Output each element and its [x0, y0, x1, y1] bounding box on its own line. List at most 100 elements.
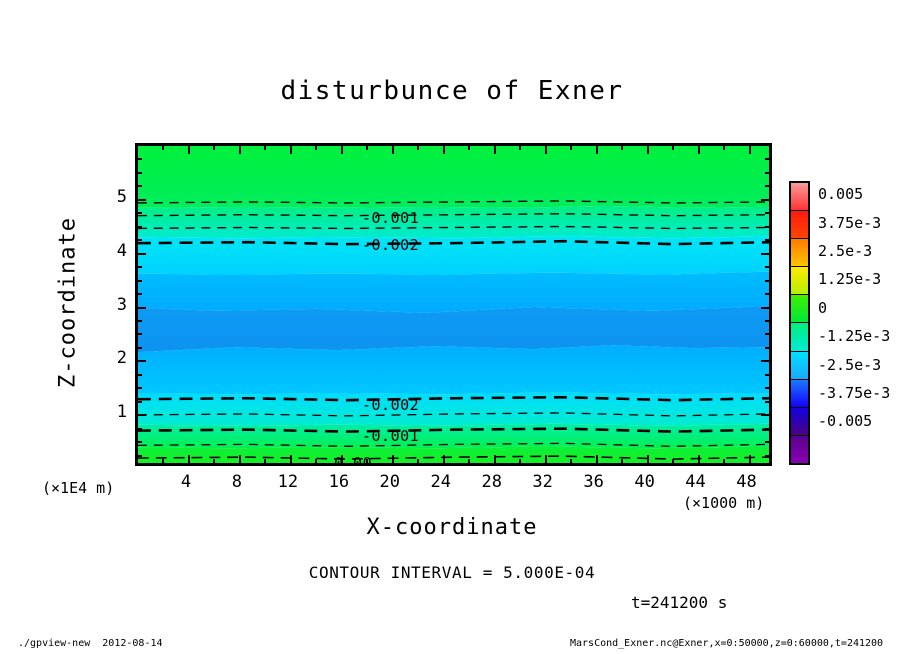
y-tick-label: 4: [116, 240, 127, 261]
colorbar-segment: [791, 351, 808, 380]
x-tick: [366, 459, 369, 463]
x-tick: [544, 455, 547, 463]
y-tick: [138, 293, 142, 296]
x-tick-top: [213, 146, 216, 150]
x-tick: [723, 459, 726, 463]
x-tick-label: 20: [379, 472, 401, 492]
colorbar-tick-label: -3.75e-3: [818, 384, 891, 402]
y-tick-right: [765, 279, 769, 282]
footer-command-date: ./gpview-new 2012-08-14: [18, 638, 163, 649]
y-tick-right: [765, 225, 769, 228]
x-tick-top: [442, 146, 445, 154]
y-tick-label: 2: [116, 348, 127, 369]
y-tick-right: [765, 373, 769, 376]
colorbar-segment: [791, 379, 808, 408]
y-tick: [138, 266, 142, 269]
colorbar-segment: [791, 183, 808, 212]
x-tick-top: [570, 146, 573, 150]
colorbar-tick-label: 1.25e-3: [818, 270, 882, 289]
x-tick: [340, 455, 343, 463]
x-tick: [391, 455, 394, 463]
colorbar-tick-label: 3.75e-3: [818, 213, 882, 232]
x-tick-top: [162, 146, 165, 150]
x-tick-top: [723, 146, 726, 150]
colorbar-tick-label: 0.005: [818, 185, 864, 204]
x-tick-top: [621, 146, 624, 150]
colorbar-segment: [791, 435, 808, 463]
colorbar-segment: [791, 323, 808, 352]
y-tick: [138, 427, 142, 430]
y-tick-right: [765, 239, 769, 242]
y-tick-right: [761, 360, 769, 363]
x-tick: [264, 459, 267, 463]
y-tick: [138, 414, 146, 417]
y-tick: [138, 373, 142, 376]
x-tick-top: [468, 146, 471, 150]
x-tick: [493, 455, 496, 463]
y-tick-right: [765, 346, 769, 349]
x-tick-top: [748, 146, 751, 154]
x-tick-label: 28: [481, 472, 502, 492]
colorbar-tick-label: 0: [818, 298, 828, 317]
x-tick-top: [672, 146, 675, 150]
x-tick: [697, 455, 700, 463]
y-tick-right: [761, 414, 769, 417]
colorbar-tick-label: -1.25e-3: [818, 327, 891, 346]
y-tick: [138, 171, 142, 174]
x-tick: [238, 455, 241, 463]
colorbar-tick-label: 2.5e-3: [818, 242, 873, 260]
x-tick-top: [519, 146, 522, 150]
x-tick: [646, 455, 649, 463]
x-tick: [213, 459, 216, 463]
footer-dataset-info: MarsCond_Exner.nc@Exner,x=0:50000,z=0:60…: [570, 638, 884, 649]
y-tick-right: [765, 441, 769, 444]
x-tick-top: [238, 146, 241, 154]
y-tick-label: 3: [116, 294, 127, 315]
x-tick-top: [391, 146, 394, 154]
colorbar-segment: [791, 211, 808, 240]
x-tick: [621, 459, 624, 463]
x-tick-top: [544, 146, 547, 154]
colorbar[interactable]: [789, 181, 810, 465]
y-tick-right: [765, 400, 769, 403]
y-tick-right: [765, 212, 769, 215]
x-tick-top: [340, 146, 343, 154]
x-tick-label: 36: [583, 472, 604, 492]
x-tick-label: 40: [634, 472, 655, 492]
x-tick-top: [289, 146, 292, 154]
x-tick: [519, 459, 522, 463]
y-tick-right: [765, 427, 769, 430]
contour-label: -0.001: [362, 427, 420, 445]
y-tick-right: [765, 293, 769, 296]
contour-interval-note: CONTOUR INTERVAL = 5.000E-04: [308, 563, 596, 582]
contour-plot-area[interactable]: -0.001 -0.002 -0.002 -0.001 0.00: [135, 143, 772, 466]
x-tick-top: [315, 146, 318, 150]
y-tick: [138, 454, 142, 457]
x-tick-label: 4: [180, 472, 192, 492]
colorbar-segment: [791, 295, 808, 324]
y-tick: [138, 252, 146, 255]
y-tick: [138, 279, 142, 282]
x-tick-top: [697, 146, 700, 154]
contour-label: -0.002: [362, 236, 420, 254]
y-axis-unit-label: (×1E4 m): [42, 479, 115, 497]
x-axis-title: X-coordinate: [366, 515, 538, 540]
contour-field: [138, 146, 769, 463]
y-tick-right: [761, 306, 769, 309]
y-tick: [138, 212, 142, 215]
x-tick: [162, 459, 165, 463]
y-tick-right: [765, 171, 769, 174]
x-tick-label: 12: [277, 472, 299, 492]
page-title: disturbunce of Exner: [280, 76, 624, 106]
contour-label: 0.00: [334, 454, 373, 466]
x-tick-label: 8: [231, 472, 243, 492]
x-tick: [570, 459, 573, 463]
y-tick-label: 1: [116, 402, 127, 423]
y-tick: [138, 239, 142, 242]
y-tick-right: [761, 252, 769, 255]
y-tick: [138, 441, 142, 444]
x-tick-top: [646, 146, 649, 154]
y-tick: [138, 225, 142, 228]
x-tick-label: 24: [430, 472, 451, 492]
